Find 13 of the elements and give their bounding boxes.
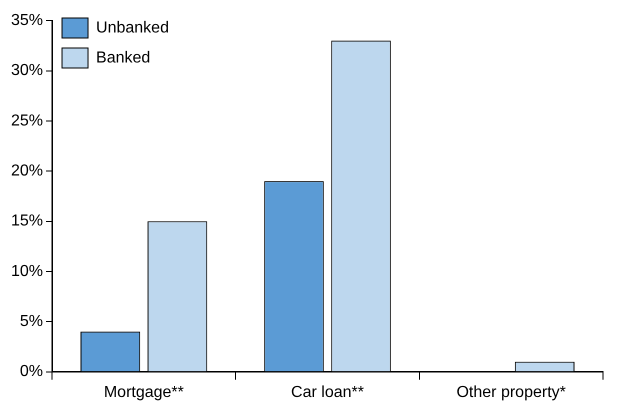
legend-label: Banked — [96, 49, 150, 66]
y-tick-label: 5% — [20, 313, 44, 330]
y-tick-label: 10% — [10, 262, 44, 280]
legend-label: Unbanked — [96, 19, 169, 36]
y-tick-label: 15% — [10, 212, 44, 230]
y-tick-label: 25% — [10, 112, 44, 130]
y-tick-label: 30% — [10, 62, 44, 80]
y-tick-label: 20% — [10, 162, 44, 180]
x-tick-label: Mortgage** — [104, 384, 184, 401]
y-tick-label: 0% — [20, 363, 44, 380]
x-tick-label: Other property* — [456, 384, 566, 401]
y-tick-label: 35% — [10, 12, 44, 30]
x-tick-label: Car loan** — [291, 384, 364, 401]
